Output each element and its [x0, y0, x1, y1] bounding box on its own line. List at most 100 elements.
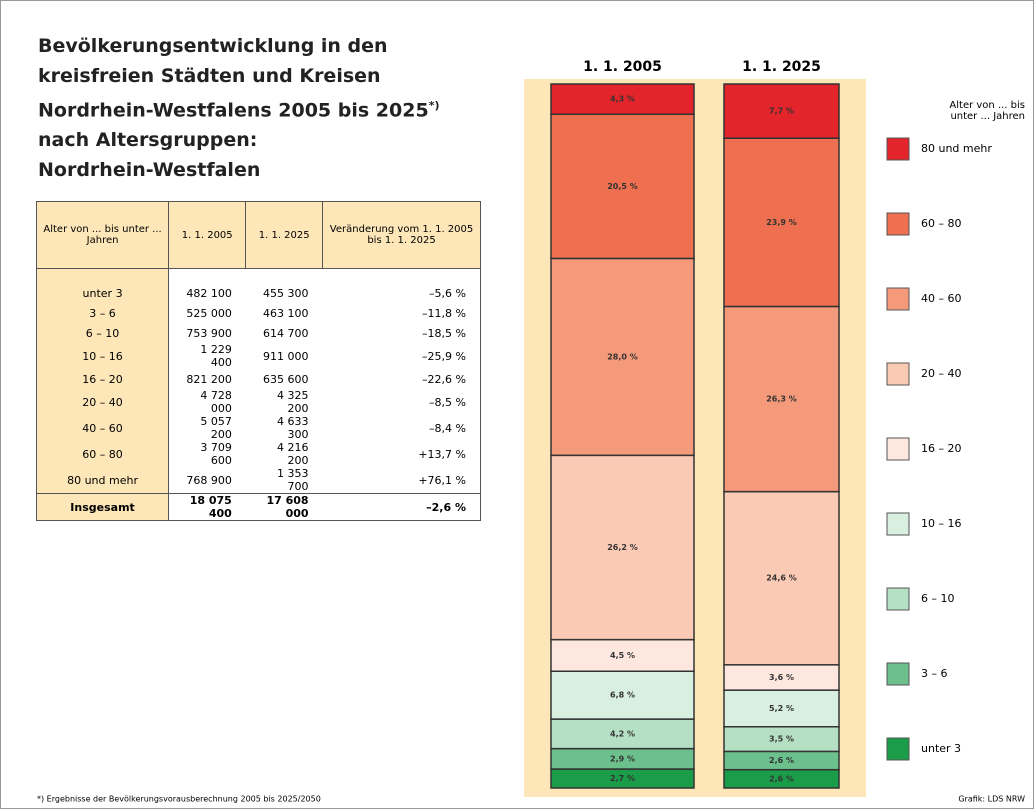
table-cell: 482 100 [186, 286, 232, 300]
legend-label: 6 – 10 [921, 592, 955, 605]
table-row: 40 – 60 5 057 200 4 633 300 –8,4 % [35, 415, 481, 441]
table-cell: 463 100 [263, 306, 309, 320]
table-cell: 4 728 000 [200, 389, 232, 415]
title-mark: *) [428, 99, 440, 112]
legend-label: 20 – 40 [921, 367, 962, 380]
bar-segment [723, 689, 840, 728]
legend-swatch [886, 287, 910, 311]
value-label: 26,3 % [766, 395, 797, 404]
legend-title: Alter von ... bis [949, 100, 1025, 111]
table-cell: 635 600 [263, 372, 309, 386]
table-cell: 3 709 600 [200, 441, 232, 467]
table-cell: –18,5 % [322, 323, 481, 343]
bar-segment [723, 490, 840, 666]
table-row: 16 – 20 821 200 635 600 –22,6 % [35, 369, 481, 389]
bar-segment [550, 718, 695, 750]
table-cell: 80 und mehr [35, 467, 170, 494]
header-row: Alter von ... bis unter ... Jahren 1. 1. … [35, 201, 481, 269]
credit: Grafik: LDS NRW [958, 795, 1025, 804]
value-label: 23,9 % [766, 218, 797, 227]
header-cell: Alter von ... bis unter ... Jahren [35, 201, 170, 269]
table-row: 3 – 6 525 000 463 100 –11,8 % [35, 303, 481, 323]
value-label: 3,5 % [769, 735, 794, 744]
table-cell: 525 000 [186, 306, 232, 320]
legend-label: 40 – 60 [921, 292, 962, 305]
title-line: kreisfreien Städten und Kreisen [38, 65, 381, 87]
table-cell: 821 200 [186, 372, 232, 386]
legend-label: 60 – 80 [921, 217, 962, 230]
table-row: 6 – 10 753 900 614 700 –18,5 % [35, 323, 481, 343]
title-line: Nordrhein-Westfalens 2005 bis 2025*) [38, 99, 440, 122]
value-label: 6,8 % [610, 691, 635, 700]
title-line: Bevölkerungsentwicklung in den [38, 35, 388, 57]
value-label: 4,5 % [610, 651, 635, 660]
legend-label: 80 und mehr [921, 142, 992, 155]
category-label: 1. 1. 2005 [583, 59, 662, 75]
table-cell: 16 – 20 [35, 369, 170, 389]
table-cell: –11,8 % [322, 303, 481, 323]
table-cell: 4 325 200 [277, 389, 309, 415]
header-cell: 1. 1. 2005 [168, 201, 247, 269]
bar-segment [550, 113, 695, 260]
legend-swatch [886, 512, 910, 536]
legend-label: 3 – 6 [921, 667, 948, 680]
legend-swatch [886, 662, 910, 686]
table-cell: +76,1 % [322, 467, 481, 494]
table-cell: 1 353 700 [277, 467, 309, 493]
legend-swatch [886, 137, 910, 161]
title: Bevölkerungsentwicklung in den kreisfreie… [38, 31, 439, 185]
table-cell: 4 216 200 [277, 441, 309, 467]
total-cell: Insgesamt [35, 493, 170, 521]
table-cell: 10 – 16 [35, 343, 170, 369]
total-cell: 17 608 000 [245, 493, 323, 521]
table-cell: 40 – 60 [35, 415, 170, 441]
table-cell: 614 700 [263, 326, 309, 340]
table-cell: unter 3 [35, 268, 170, 303]
table-cell: 1 229 400 [200, 343, 232, 369]
bar-segment [723, 137, 840, 308]
bar-segment [723, 664, 840, 691]
bar-segment [723, 83, 840, 139]
legend-label: 10 – 16 [921, 517, 962, 530]
table-row: 20 – 40 4 728 000 4 325 200 –8,5 % [35, 389, 481, 415]
value-label: 7,7 % [769, 107, 794, 116]
bar-segment [550, 257, 695, 457]
value-label: 2,7 % [610, 774, 635, 783]
table-cell: 5 057 200 [200, 415, 232, 441]
legend-label: unter 3 [921, 742, 961, 755]
table-cell: 768 900 [186, 473, 232, 487]
table-cell: 753 900 [186, 326, 232, 340]
table-cell: 3 – 6 [35, 303, 170, 323]
total-cell: 18 075 400 [168, 493, 246, 521]
title-line: Nordrhein-Westfalen [38, 159, 261, 182]
bar-segment [723, 305, 840, 493]
value-label: 20,5 % [607, 182, 638, 191]
table-cell: 911 000 [263, 349, 309, 363]
table-cell: 60 – 80 [35, 441, 170, 467]
total-cell: –2,6 % [322, 493, 481, 521]
table-cell: +13,7 % [322, 441, 481, 467]
bar-segment [550, 454, 695, 641]
value-label: 2,6 % [769, 756, 794, 765]
value-label: 3,6 % [769, 673, 794, 682]
legend-swatch [886, 212, 910, 236]
table-cell: 4 633 300 [277, 415, 309, 441]
legend-label: 16 – 20 [921, 442, 962, 455]
title-line: nach Altersgruppen: [38, 129, 258, 152]
category-label: 1. 1. 2025 [742, 59, 821, 75]
value-label: 28,0 % [607, 352, 638, 361]
header-cell: Veränderung vom 1. 1. 2005 bis 1. 1. 202… [322, 201, 481, 269]
value-label: 5,2 % [769, 704, 794, 713]
table-row: 60 – 80 3 709 600 4 216 200 +13,7 % [35, 441, 481, 467]
bar-segment [550, 83, 695, 115]
value-label: 4,2 % [610, 729, 635, 738]
table-cell: –8,5 % [322, 389, 481, 415]
legend-swatch [886, 362, 910, 386]
value-label: 4,3 % [610, 95, 635, 104]
value-label: 26,2 % [607, 543, 638, 552]
header-cell: 1. 1. 2025 [245, 201, 324, 269]
value-label: 24,6 % [766, 574, 797, 583]
bar-segment [723, 726, 840, 753]
table-cell: –25,9 % [322, 343, 481, 369]
